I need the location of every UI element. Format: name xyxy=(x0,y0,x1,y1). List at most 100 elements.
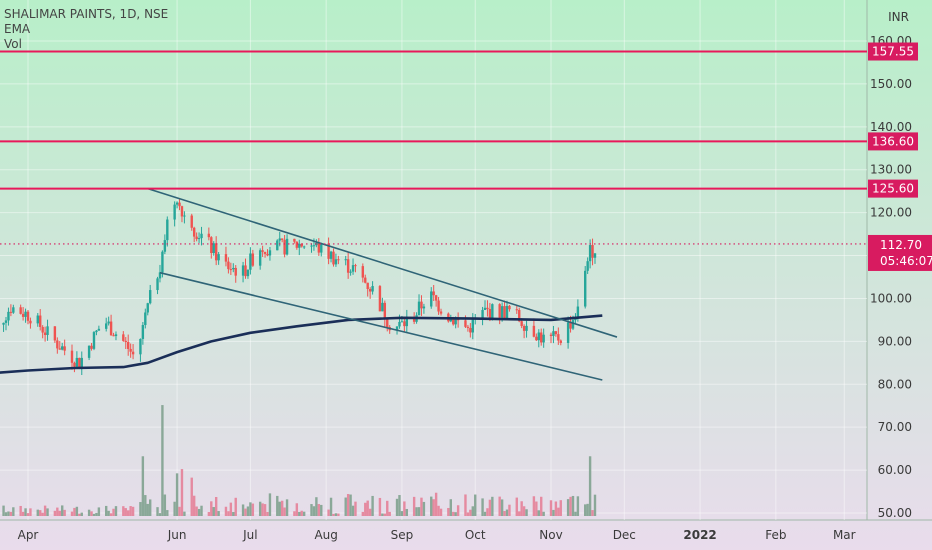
y-tick-label: 100.00 xyxy=(870,291,912,305)
volume-bar xyxy=(532,496,536,516)
level-tag-136.60[interactable] xyxy=(868,132,918,151)
candle-body xyxy=(588,245,592,262)
y-tick-label: 50.00 xyxy=(878,506,912,520)
level-tag-125.60[interactable] xyxy=(868,179,918,198)
volume-bar xyxy=(192,495,196,516)
volume-bar xyxy=(354,501,357,516)
candle-body xyxy=(576,306,580,319)
volume-bar xyxy=(127,510,130,516)
indicator-ema-label[interactable]: EMA xyxy=(4,22,31,36)
volume-bar xyxy=(329,497,333,516)
volume-bar xyxy=(212,507,215,516)
currency-label[interactable]: INR xyxy=(888,10,909,24)
candle-body xyxy=(400,321,404,323)
candle-body xyxy=(310,245,313,247)
candle-body xyxy=(500,306,504,318)
candle-body xyxy=(214,243,218,261)
volume-bar xyxy=(386,500,389,516)
symbol-title[interactable]: SHALIMAR PAINTS, 1D, NSE xyxy=(4,7,169,21)
candle-body xyxy=(280,238,284,240)
volume-bar xyxy=(207,512,211,516)
volume-bar xyxy=(200,505,203,516)
candle-body xyxy=(180,206,184,217)
volume-bar xyxy=(388,511,391,516)
chart-legend: SHALIMAR PAINTS, 1D, NSE EMA Vol xyxy=(4,7,168,52)
volume-bar xyxy=(515,497,518,516)
volume-bar xyxy=(9,511,13,516)
candle-body xyxy=(329,251,333,259)
volume-bar xyxy=(554,501,558,516)
y-tick-label: 150.00 xyxy=(870,77,912,91)
candle-body xyxy=(417,301,421,316)
volume-bar xyxy=(520,501,523,516)
volume-bar xyxy=(276,495,279,516)
candle-body xyxy=(127,342,130,349)
ema-line[interactable] xyxy=(0,314,603,374)
volume-bar xyxy=(109,513,113,516)
volume-bar xyxy=(498,496,501,516)
level-tag-text: 125.60 xyxy=(872,182,914,196)
volume-bar xyxy=(552,509,555,516)
candle-body xyxy=(175,202,179,205)
volume-bar xyxy=(224,506,228,516)
candle-body xyxy=(107,321,110,324)
volume-bar xyxy=(87,509,91,516)
volume-bar xyxy=(584,504,587,516)
last-price-value: 112.70 xyxy=(880,238,922,252)
volume-bar xyxy=(327,509,330,516)
volume-bar xyxy=(351,505,355,516)
candle-body xyxy=(46,326,49,336)
volume-bar xyxy=(190,477,193,516)
volume-bar xyxy=(75,506,79,516)
candle-body xyxy=(569,322,572,329)
candle-body xyxy=(131,351,135,355)
volume-bar xyxy=(148,499,152,516)
volume-bar xyxy=(92,513,96,516)
upper-trendline[interactable] xyxy=(147,187,618,338)
volume-bar xyxy=(90,511,93,516)
last-price-tag[interactable] xyxy=(868,234,932,271)
candle-body xyxy=(114,334,118,337)
candle-body xyxy=(241,265,245,276)
volume-bar xyxy=(24,508,27,516)
candle-body xyxy=(439,311,443,314)
candle-body xyxy=(207,233,211,238)
candle-body xyxy=(251,253,255,266)
volume-bar xyxy=(246,506,250,516)
volume-bar xyxy=(571,495,575,516)
indicator-vol-label[interactable]: Vol xyxy=(4,37,22,51)
volume-bar xyxy=(481,498,484,516)
candle-body xyxy=(95,330,98,333)
volume-bar xyxy=(29,508,32,516)
volume-bar xyxy=(437,505,440,516)
candle-body xyxy=(63,346,66,351)
volume-bar xyxy=(503,511,506,516)
candle-body xyxy=(464,320,467,327)
volume-bar xyxy=(139,502,142,516)
volume-bar xyxy=(464,494,467,516)
candle-body xyxy=(210,237,213,254)
volume-bar xyxy=(518,511,521,516)
candle-body xyxy=(70,350,74,363)
candle-body xyxy=(398,321,401,327)
volume-bar xyxy=(505,509,509,516)
candle-body xyxy=(522,326,526,331)
volume-bar xyxy=(261,503,264,516)
candle-body xyxy=(80,357,83,369)
volume-bar xyxy=(178,506,181,516)
y-tick-label: 120.00 xyxy=(870,206,912,220)
candle-body xyxy=(90,345,93,349)
volume-bar xyxy=(361,511,365,516)
volume-bar xyxy=(124,508,127,516)
lower-trendline[interactable] xyxy=(159,271,603,381)
volume-bar xyxy=(483,511,487,516)
volume-bar xyxy=(7,511,10,516)
volume-bar xyxy=(43,505,47,516)
volume-bar xyxy=(156,507,159,516)
volume-bar xyxy=(549,500,553,516)
volume-bar xyxy=(439,508,443,516)
level-tag-157.55[interactable] xyxy=(868,42,918,61)
volume-bar xyxy=(576,496,580,516)
